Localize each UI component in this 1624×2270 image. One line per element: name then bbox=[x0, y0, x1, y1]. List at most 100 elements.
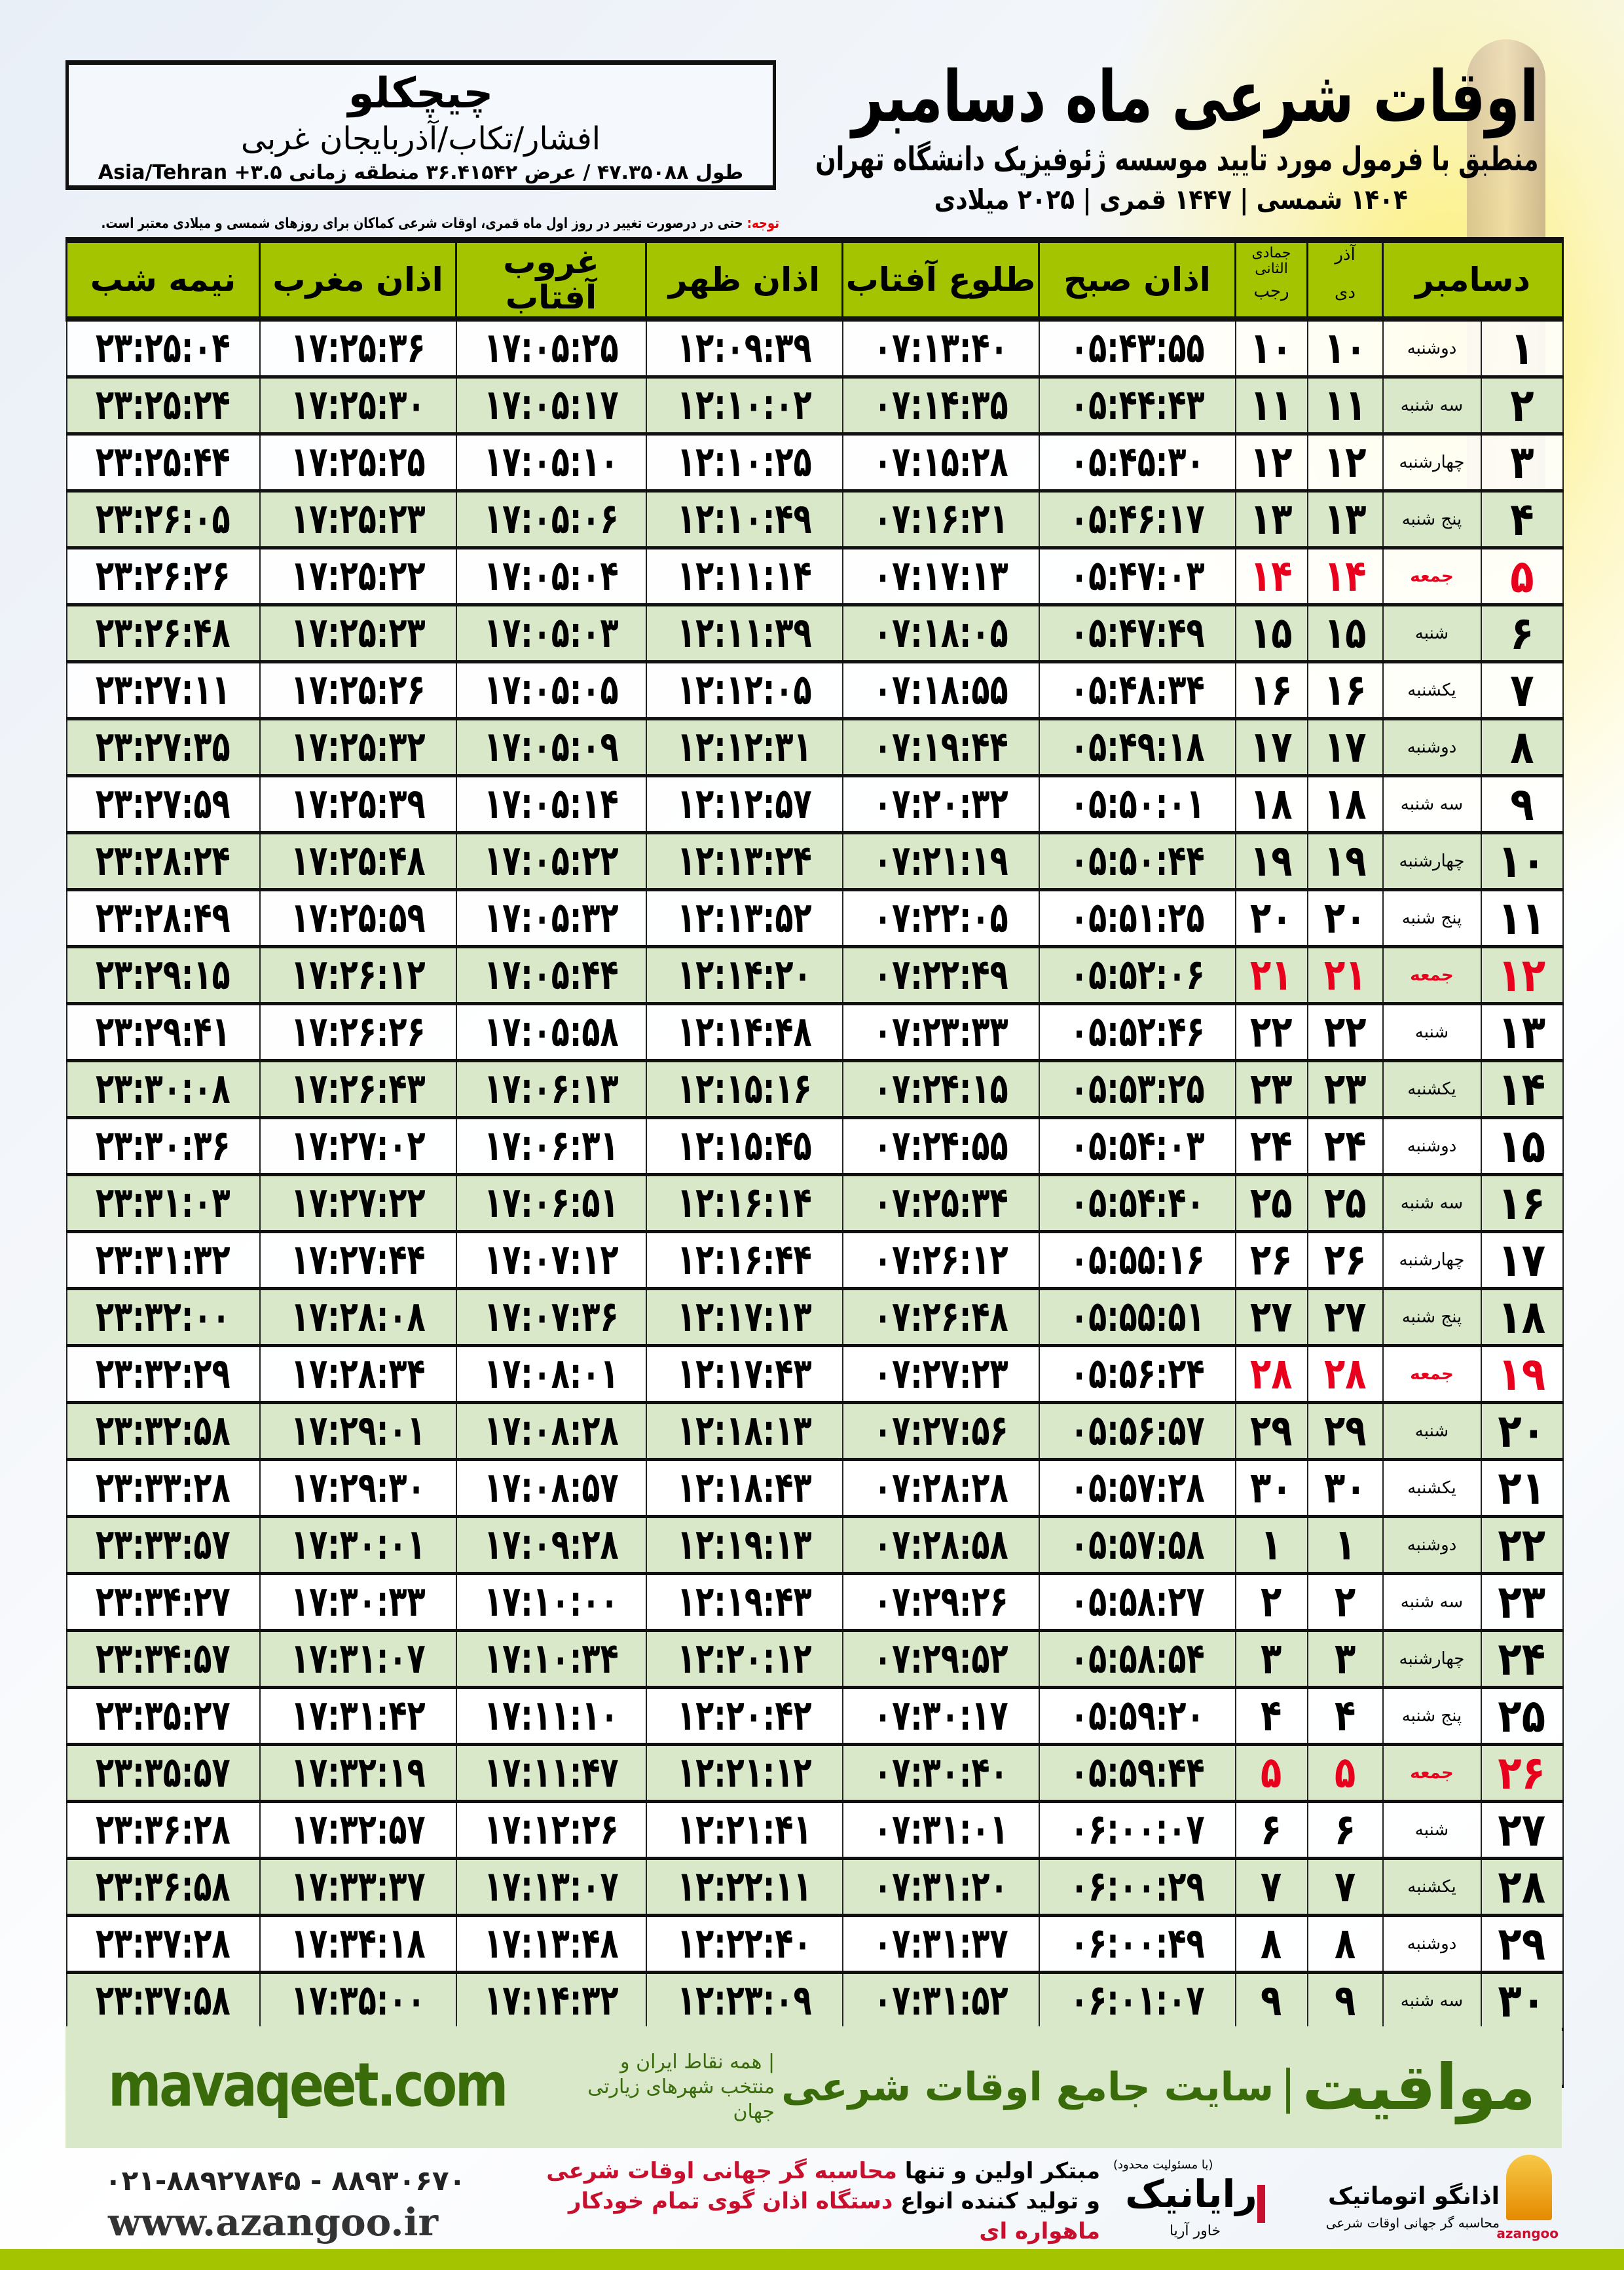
promo-url[interactable]: mavaqeet.com bbox=[108, 2050, 508, 2120]
weekday-value: شنبه bbox=[1414, 1022, 1449, 1042]
ghoroob-value: ۱۷:۱۱:۴۷ bbox=[483, 1748, 619, 1797]
cell-maghrib: ۱۷:۲۹:۰۱ bbox=[259, 1402, 457, 1461]
maghrib-value: ۱۷:۲۶:۲۶ bbox=[290, 1007, 426, 1056]
header-day: دسامبر bbox=[1381, 237, 1564, 322]
cell-dey: ۱۸ bbox=[1306, 775, 1384, 834]
zohr-value: ۱۲:۱۸:۱۳ bbox=[676, 1406, 812, 1455]
nimeh-value: ۲۳:۳۷:۵۸ bbox=[96, 1976, 231, 2025]
cell-tolou: ۰۷:۲۲:۰۵ bbox=[841, 889, 1040, 948]
cell-day: ۱۰ bbox=[1480, 832, 1564, 891]
cell-sobh: ۰۵:۵۷:۲۸ bbox=[1038, 1459, 1236, 1518]
tolou-value: ۰۷:۱۳:۴۰ bbox=[873, 324, 1008, 373]
day-value: ۲۴ bbox=[1498, 1631, 1546, 1686]
zohr-value: ۱۲:۲۰:۱۲ bbox=[676, 1634, 812, 1683]
cell-nimeh: ۲۳:۲۸:۴۹ bbox=[65, 889, 261, 948]
cell-sobh: ۰۵:۴۴:۴۳ bbox=[1038, 377, 1236, 436]
dey-value: ۶ bbox=[1334, 1804, 1356, 1855]
cell-sobh: ۰۵:۵۰:۰۱ bbox=[1038, 775, 1236, 834]
cell-rajab: ۱۳ bbox=[1234, 491, 1308, 549]
weekday-value: سه شنبه bbox=[1400, 1990, 1464, 2011]
cell-sobh: ۰۵:۴۷:۰۳ bbox=[1038, 548, 1236, 606]
table-header: دسامبر آذر دی جمادی الثانی رجب اذان صبح طل… bbox=[65, 237, 1564, 322]
cell-nimeh: ۲۳:۳۷:۵۸ bbox=[65, 1972, 261, 2031]
day-value: ۱۵ bbox=[1498, 1119, 1546, 1173]
cell-weekday: یکشنبه bbox=[1382, 1060, 1482, 1119]
cell-zohr: ۱۲:۱۴:۴۸ bbox=[645, 1003, 843, 1062]
azangoo-name: اذانگو اتوماتیک bbox=[1327, 2183, 1500, 2210]
nimeh-value: ۲۳:۳۶:۲۸ bbox=[96, 1805, 231, 1854]
tolou-value: ۰۷:۳۱:۰۱ bbox=[873, 1805, 1008, 1854]
cell-tolou: ۰۷:۱۹:۴۴ bbox=[841, 718, 1040, 777]
sobh-value: ۰۵:۵۴:۴۰ bbox=[1069, 1178, 1205, 1227]
cell-day: ۲۲ bbox=[1480, 1516, 1564, 1575]
rajab-value: ۱۱ bbox=[1250, 380, 1293, 430]
cell-dey: ۱۵ bbox=[1306, 605, 1384, 663]
table-row: ۱۴ یکشنبه ۲۳ ۲۳ ۰۵:۵۳:۲۵ ۰۷:۲۴:۱۵ ۱۲:۱۵:۱۶ ۱۷:۰… bbox=[65, 1060, 1564, 1119]
zohr-value: ۱۲:۱۷:۱۳ bbox=[676, 1292, 812, 1341]
header-rajab-top: جمادی الثانی bbox=[1251, 245, 1291, 277]
nimeh-value: ۲۳:۲۵:۰۴ bbox=[96, 324, 231, 373]
cell-nimeh: ۲۳:۳۴:۲۷ bbox=[65, 1573, 261, 1632]
day-value: ۲۲ bbox=[1498, 1517, 1546, 1572]
cell-day: ۲۳ bbox=[1480, 1573, 1564, 1632]
cell-weekday: سه شنبه bbox=[1382, 1573, 1482, 1632]
cell-day: ۱۱ bbox=[1480, 889, 1564, 948]
advert-text: مبتکر اولین و تنها محاسبه گر جهانی اوقات… bbox=[537, 2156, 1100, 2246]
sobh-value: ۰۵:۴۷:۴۹ bbox=[1069, 608, 1205, 658]
rajab-value: ۳ bbox=[1261, 1633, 1282, 1684]
cell-weekday: پنج شنبه bbox=[1382, 1288, 1482, 1347]
rajab-value: ۷ bbox=[1261, 1861, 1282, 1912]
cell-rajab: ۵ bbox=[1234, 1744, 1308, 1803]
weekday-value: چهارشنبه bbox=[1399, 851, 1465, 871]
table-row: ۶ شنبه ۱۵ ۱۵ ۰۵:۴۷:۴۹ ۰۷:۱۸:۰۵ ۱۲:۱۱:۳۹ ۱۷:۰۵:۰… bbox=[65, 605, 1564, 663]
maghrib-value: ۱۷:۲۶:۱۲ bbox=[290, 950, 426, 999]
cell-zohr: ۱۲:۱۲:۳۱ bbox=[645, 718, 843, 777]
maghrib-value: ۱۷:۲۵:۲۶ bbox=[290, 665, 426, 715]
nimeh-value: ۲۳:۳۲:۵۸ bbox=[96, 1406, 231, 1455]
cell-sobh: ۰۵:۵۹:۲۰ bbox=[1038, 1687, 1236, 1746]
table-row: ۲۶ جمعه ۵ ۵ ۰۵:۵۹:۴۴ ۰۷:۳۰:۴۰ ۱۲:۲۱:۱۲ ۱۷:۱۱:۴۷… bbox=[65, 1744, 1564, 1803]
cell-sobh: ۰۵:۵۴:۴۰ bbox=[1038, 1174, 1236, 1233]
cell-rajab: ۶ bbox=[1234, 1801, 1308, 1860]
cell-sobh: ۰۵:۵۴:۰۳ bbox=[1038, 1117, 1236, 1176]
cell-tolou: ۰۷:۱۳:۴۰ bbox=[841, 318, 1040, 379]
cell-sobh: ۰۵:۴۶:۱۷ bbox=[1038, 491, 1236, 549]
header-rajab: جمادی الثانی رجب bbox=[1234, 237, 1308, 322]
cell-rajab: ۲ bbox=[1234, 1573, 1308, 1632]
advert-line-2-a: و تولید کننده انواع bbox=[893, 2188, 1100, 2214]
rajab-value: ۲۵ bbox=[1250, 1178, 1293, 1228]
dey-value: ۲۲ bbox=[1323, 1007, 1367, 1057]
cell-zohr: ۱۲:۱۹:۱۳ bbox=[645, 1516, 843, 1575]
cell-sobh: ۰۵:۴۹:۱۸ bbox=[1038, 718, 1236, 777]
zohr-value: ۱۲:۱۰:۲۵ bbox=[676, 437, 812, 487]
cell-tolou: ۰۷:۲۱:۱۹ bbox=[841, 832, 1040, 891]
cell-dey: ۱۳ bbox=[1306, 491, 1384, 549]
cell-dey: ۶ bbox=[1306, 1801, 1384, 1860]
tolou-value: ۰۷:۲۲:۴۹ bbox=[873, 950, 1008, 999]
website-link[interactable]: www.azangoo.ir bbox=[108, 2200, 439, 2244]
rajab-value: ۱۶ bbox=[1250, 665, 1293, 715]
day-value: ۶ bbox=[1509, 606, 1534, 660]
nimeh-value: ۲۳:۳۷:۲۸ bbox=[96, 1919, 231, 1968]
cell-sobh: ۰۵:۵۹:۴۴ bbox=[1038, 1744, 1236, 1803]
nimeh-value: ۲۳:۲۶:۰۵ bbox=[96, 494, 231, 544]
maghrib-value: ۱۷:۳۲:۱۹ bbox=[290, 1748, 426, 1797]
weekday-value: دوشنبه bbox=[1407, 1136, 1457, 1156]
cell-ghoroob: ۱۷:۱۰:۳۴ bbox=[455, 1630, 647, 1689]
cell-dey: ۳ bbox=[1306, 1630, 1384, 1689]
maghrib-value: ۱۷:۲۵:۳۹ bbox=[290, 779, 426, 828]
cell-sobh: ۰۶:۰۱:۰۷ bbox=[1038, 1972, 1236, 2031]
cell-sobh: ۰۵:۵۶:۲۴ bbox=[1038, 1345, 1236, 1404]
notice-text: حتی در درصورت تغییر در روز اول ماه قمری،… bbox=[101, 215, 747, 232]
tolou-value: ۰۷:۲۶:۴۸ bbox=[873, 1292, 1008, 1341]
cell-dey: ۲ bbox=[1306, 1573, 1384, 1632]
cell-ghoroob: ۱۷:۰۵:۱۰ bbox=[455, 434, 647, 493]
cell-sobh: ۰۵:۵۸:۵۴ bbox=[1038, 1630, 1236, 1689]
cell-nimeh: ۲۳:۳۱:۰۳ bbox=[65, 1174, 261, 1233]
table-row: ۳۰ سه شنبه ۹ ۹ ۰۶:۰۱:۰۷ ۰۷:۳۱:۵۲ ۱۲:۲۳:۰۹ ۱۷:۱۴… bbox=[65, 1972, 1564, 2031]
day-value: ۲۹ bbox=[1498, 1916, 1546, 1971]
tolou-value: ۰۷:۱۴:۳۵ bbox=[873, 381, 1008, 430]
cell-zohr: ۱۲:۱۷:۴۳ bbox=[645, 1345, 843, 1404]
cell-zohr: ۱۲:۱۸:۴۳ bbox=[645, 1459, 843, 1518]
rajab-value: ۲۶ bbox=[1250, 1235, 1293, 1285]
